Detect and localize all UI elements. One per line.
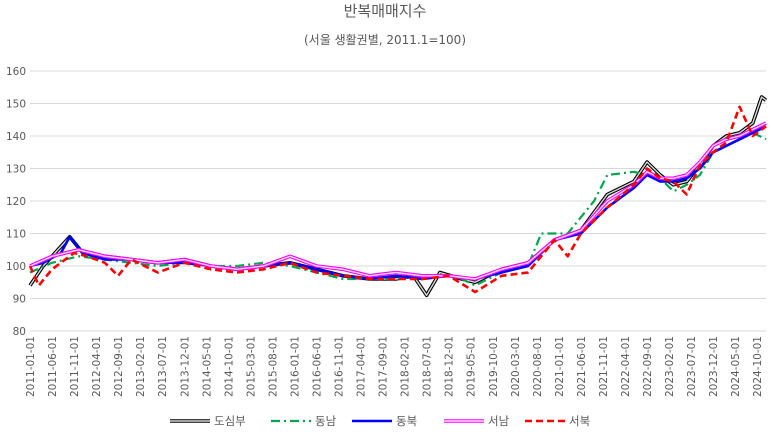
x-tick-label: 2024-05-01 — [730, 336, 742, 397]
legend-item-서북: 서북 — [525, 414, 590, 428]
x-tick-label: 2014-05-01 — [201, 336, 213, 397]
x-tick-label: 2019-05-01 — [466, 336, 478, 397]
y-axis: 80 90 100 110 120 130 140 150 160 — [6, 66, 26, 338]
series-서남 — [29, 121, 767, 281]
legend-label: 동북 — [396, 414, 417, 428]
series-서북 — [28, 105, 767, 294]
legend-item-도심부: 도심부 — [170, 414, 246, 428]
x-tick-label: 2021-11-01 — [598, 336, 610, 397]
x-tick-label: 2018-02-01 — [400, 336, 412, 397]
x-tick-label: 2022-09-01 — [642, 336, 654, 397]
x-tick-label: 2021-01-01 — [554, 336, 566, 397]
legend: 도심부 동남 동북 서남 서북 — [170, 414, 590, 428]
x-tick-label: 2018-07-01 — [422, 336, 434, 397]
series-line-서북 — [28, 105, 767, 294]
series-line-동북 — [29, 125, 767, 281]
series-lines — [28, 95, 768, 298]
x-tick-label: 2023-02-01 — [664, 336, 676, 397]
y-tick-label: 140 — [6, 131, 26, 143]
x-tick-label: 2017-09-01 — [378, 336, 390, 397]
x-tick-label: 2013-02-01 — [135, 336, 147, 397]
x-tick-label: 2020-03-01 — [510, 336, 522, 397]
legend-item-동북: 동북 — [352, 414, 417, 428]
series-동북 — [29, 125, 767, 281]
y-tick-label: 80 — [13, 326, 26, 338]
series-line-동남 — [29, 131, 767, 287]
x-tick-label: 2016-06-01 — [311, 336, 323, 397]
x-tick-label: 2023-12-01 — [708, 336, 720, 397]
x-tick-label: 2011-11-01 — [69, 336, 81, 397]
y-tick-label: 160 — [6, 66, 26, 78]
y-tick-label: 120 — [6, 196, 26, 208]
x-tick-label: 2012-04-01 — [91, 336, 103, 397]
x-tick-label: 2013-07-01 — [157, 336, 169, 397]
x-tick-label: 2021-06-01 — [576, 336, 588, 397]
legend-label: 동남 — [315, 414, 337, 428]
x-tick-label: 2012-09-01 — [113, 336, 125, 397]
legend-label: 서북 — [569, 414, 590, 428]
x-tick-label: 2016-11-01 — [334, 336, 346, 397]
x-tick-label: 2011-06-01 — [47, 336, 59, 397]
x-tick-label: 2016-01-01 — [289, 336, 301, 397]
legend-label: 도심부 — [214, 414, 246, 428]
x-tick-label: 2011-01-01 — [25, 336, 37, 397]
x-tick-label: 2019-10-01 — [488, 336, 500, 397]
x-tick-label: 2013-12-01 — [179, 336, 191, 397]
y-tick-label: 150 — [6, 99, 26, 111]
x-tick-label: 2018-12-01 — [444, 336, 456, 397]
x-tick-label: 2017-04-01 — [356, 336, 368, 397]
x-axis: 2011-01-01 2011-06-01 2011-11-01 2012-04-01… — [25, 336, 764, 397]
chart-title: 반복매매지수 — [344, 2, 427, 20]
series-동남 — [29, 131, 767, 287]
x-tick-label: 2022-04-01 — [620, 336, 632, 397]
x-tick-label: 2023-07-01 — [686, 336, 698, 397]
series-line-서남-inner — [29, 122, 767, 280]
chart-subtitle: (서울 생활권별, 2011.1=100) — [304, 33, 466, 47]
legend-item-동남: 동남 — [271, 414, 337, 428]
y-tick-label: 100 — [6, 261, 26, 273]
legend-item-서남: 서남 — [444, 414, 510, 428]
gridlines — [30, 70, 766, 332]
x-tick-label: 2024-10-01 — [752, 336, 764, 397]
y-tick-label: 90 — [13, 294, 26, 306]
y-tick-label: 110 — [6, 229, 26, 241]
x-tick-label: 2015-03-01 — [245, 336, 257, 397]
legend-label: 서남 — [488, 414, 510, 428]
x-tick-label: 2014-10-01 — [223, 336, 235, 397]
y-tick-label: 130 — [6, 164, 26, 176]
x-tick-label: 2020-08-01 — [532, 336, 544, 397]
x-tick-label: 2015-08-01 — [267, 336, 279, 397]
